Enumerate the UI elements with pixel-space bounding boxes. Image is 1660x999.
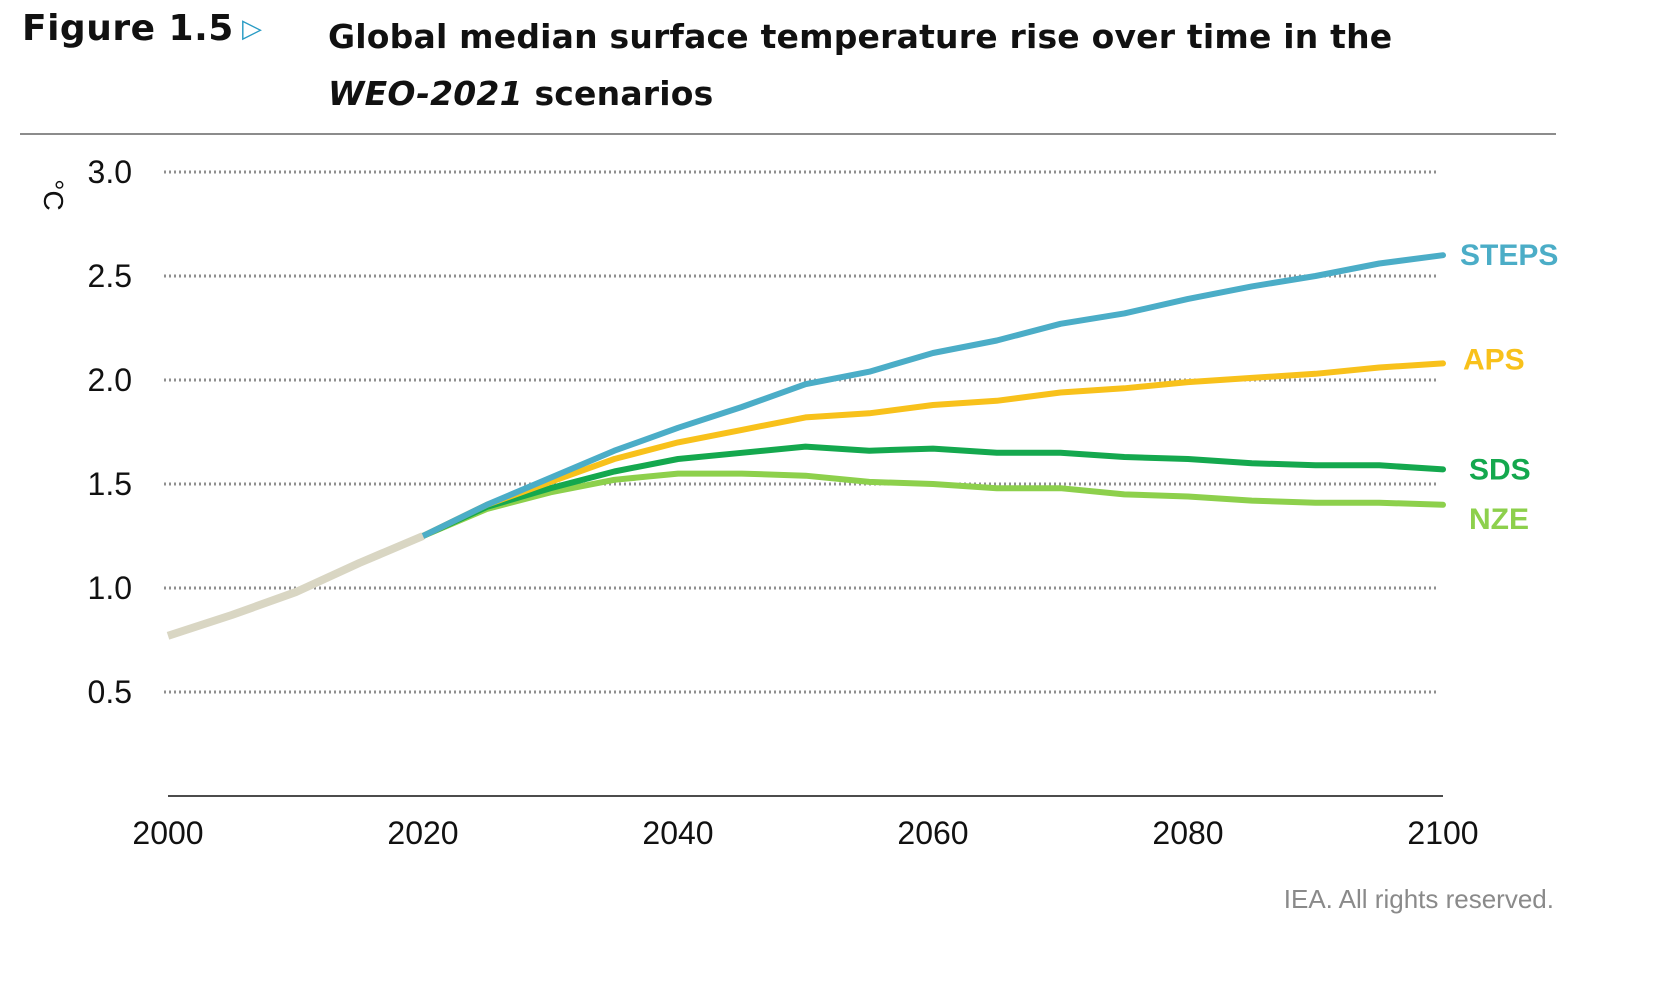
series-labels: STEPS APS SDS NZE (1460, 239, 1558, 536)
title-part-1: Global median surface temperature rise o… (328, 17, 1393, 56)
gridlines (164, 170, 1439, 694)
historical-line (166, 532, 425, 640)
series-label-nze: NZE (1469, 503, 1529, 536)
x-tick-label: 2040 (642, 815, 713, 851)
y-tick-label: 2.0 (88, 362, 132, 398)
x-tick-label: 2080 (1152, 815, 1223, 851)
y-tick-label: 1.5 (88, 466, 132, 502)
title-part-2: scenarios (534, 74, 714, 113)
x-tick-label: 2060 (897, 815, 968, 851)
copyright-credit: IEA. All rights reserved. (1283, 884, 1554, 914)
x-tick-label: 2000 (132, 815, 203, 851)
series-lines (166, 252, 1446, 640)
series-line-sds (420, 443, 1446, 539)
x-tick-label: 2100 (1407, 815, 1478, 851)
figure-label: Figure 1.5 (22, 8, 234, 49)
series-label-steps: STEPS (1460, 239, 1558, 272)
header-divider (20, 133, 1556, 135)
series-line-steps (420, 252, 1446, 539)
series-label-aps: APS (1463, 343, 1525, 376)
y-tick-labels: 0.5 1.0 1.5 2.0 2.5 3.0 (88, 154, 132, 710)
temperature-line-chart: 0.51.01.52.02.53.0 2000 2020 2040 2060 2080 2… (38, 154, 1558, 851)
series-label-sds: SDS (1469, 453, 1531, 486)
y-tick-label: 1.0 (88, 570, 132, 606)
y-tick-label: 3.0 (88, 154, 132, 190)
triangle-marker-icon: ▷ (242, 14, 262, 44)
series-line-aps (420, 360, 1446, 539)
x-tick-label: 2020 (387, 815, 458, 851)
y-tick-label: 2.5 (88, 258, 132, 294)
y-axis-unit-label: °C (38, 179, 69, 210)
y-tick-label: 0.5 (88, 674, 132, 710)
chart-title: Global median surface temperature rise o… (328, 8, 1568, 122)
x-tick-labels: 2000 2020 2040 2060 2080 2100 (132, 815, 1478, 851)
title-italic: WEO-2021 (328, 74, 523, 113)
series-line-nze (420, 470, 1446, 539)
